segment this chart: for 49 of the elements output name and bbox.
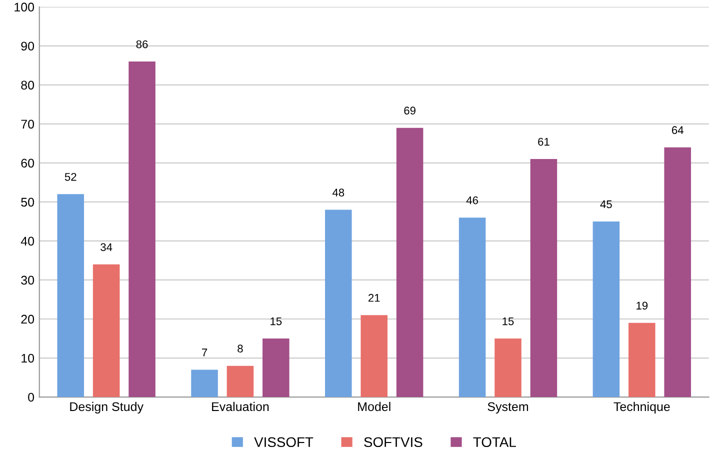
bar (458, 218, 486, 398)
y-tick-label: 90 (21, 42, 34, 51)
x-tick-label: System (488, 402, 528, 414)
data-label: 46 (466, 196, 478, 204)
legend-label: VISSOFT (254, 437, 314, 448)
y-tick-label: 70 (21, 120, 34, 129)
bar (191, 370, 218, 398)
data-label: 15 (502, 317, 514, 326)
data-label: 45 (600, 200, 612, 208)
x-tick-label: Design Study (70, 402, 144, 414)
data-label: 52 (64, 172, 76, 181)
bar (494, 338, 522, 398)
bar (360, 315, 388, 398)
y-tick-label: 80 (21, 80, 34, 90)
bar (128, 62, 156, 398)
legend-label: SOFTVIS (364, 437, 422, 448)
data-label: 86 (136, 40, 148, 48)
x-tick-label: Technique (614, 402, 670, 414)
data-label: 19 (636, 302, 648, 310)
bar (57, 194, 84, 398)
data-label: 34 (100, 243, 112, 252)
bar (396, 128, 424, 398)
y-tick-label: 40 (20, 236, 34, 246)
bar (530, 159, 558, 398)
data-label: 15 (270, 317, 282, 326)
bar (226, 366, 254, 398)
data-label: 69 (404, 106, 416, 115)
bar (628, 322, 656, 398)
y-tick-label: 10 (22, 354, 34, 363)
legend-label: TOTAL (473, 437, 516, 448)
x-tick-label: Model (358, 402, 390, 412)
y-tick-label: 100 (14, 2, 34, 12)
data-label: 64 (672, 126, 684, 134)
data-label: 8 (238, 344, 243, 353)
data-label: 21 (368, 294, 380, 302)
data-label: 48 (332, 188, 344, 196)
y-tick-label: 30 (21, 276, 34, 285)
y-tick-label: 60 (21, 158, 34, 168)
bar (592, 221, 620, 398)
bar (92, 264, 120, 398)
x-tick-label: Evaluation (212, 402, 269, 412)
bar (325, 210, 352, 398)
y-tick-label: 20 (21, 314, 34, 324)
data-label: 61 (538, 138, 550, 146)
y-tick-label: 0 (28, 392, 34, 402)
y-tick-label: 50 (21, 198, 34, 207)
data-label: 7 (202, 348, 208, 356)
bar (262, 338, 290, 398)
bar (664, 147, 691, 398)
